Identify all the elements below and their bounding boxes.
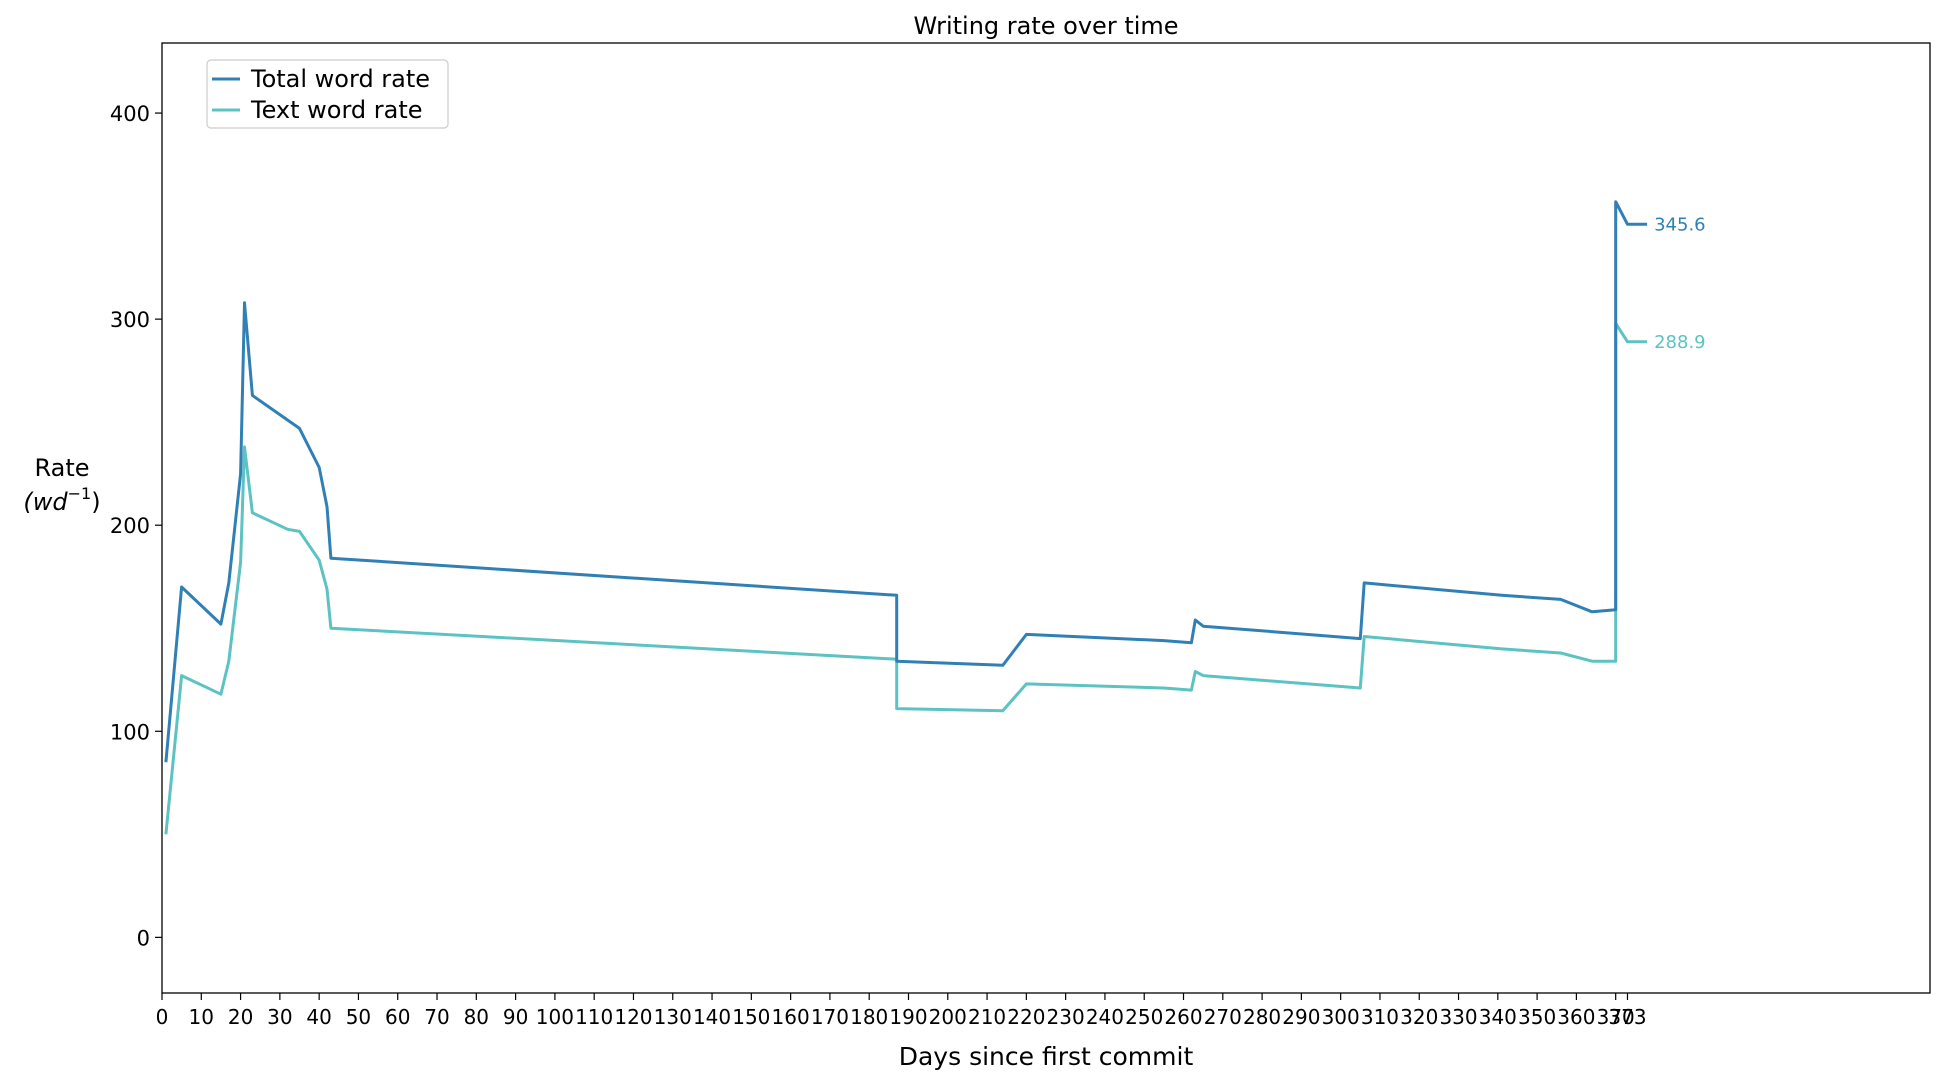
y-tick-label: 300 xyxy=(110,308,150,332)
x-tick-label: 110 xyxy=(575,1005,613,1029)
x-tick-label: 280 xyxy=(1243,1005,1281,1029)
x-tick-label: 150 xyxy=(732,1005,770,1029)
series-line-0 xyxy=(164,200,1648,763)
x-tick-label: 160 xyxy=(772,1005,810,1029)
x-tick-label: 50 xyxy=(346,1005,371,1029)
y-axis-ticks: 0 100 200 300 400 xyxy=(110,102,162,950)
x-tick-label: 70 xyxy=(424,1005,449,1029)
series-layer xyxy=(164,200,1648,835)
x-tick-label: 130 xyxy=(654,1005,692,1029)
x-tick-label: 30 xyxy=(267,1005,292,1029)
y-tick-label: 100 xyxy=(110,720,150,744)
x-tick-label: 373 xyxy=(1608,1005,1646,1029)
legend: Total word rate Text word rate xyxy=(206,59,449,129)
plot-frame xyxy=(161,42,1931,994)
x-tick-label: 300 xyxy=(1322,1005,1360,1029)
series-line-1 xyxy=(164,321,1648,835)
y-tick-label: 0 xyxy=(137,926,150,950)
x-tick-label: 290 xyxy=(1282,1005,1320,1029)
x-tick-label: 120 xyxy=(614,1005,652,1029)
x-tick-label: 0 xyxy=(156,1005,169,1029)
x-axis-label: Days since first commit xyxy=(899,1042,1194,1071)
x-tick-label: 190 xyxy=(889,1005,927,1029)
x-tick-label: 10 xyxy=(189,1005,214,1029)
series-end-label-1: 288.9 xyxy=(1654,332,1706,353)
chart-title: Writing rate over time xyxy=(913,12,1178,40)
y-axis-label-line2: (wd−1) xyxy=(23,484,100,516)
y-axis-label-close: ) xyxy=(91,488,100,516)
x-tick-label: 360 xyxy=(1557,1005,1595,1029)
x-tick-label: 220 xyxy=(1007,1005,1045,1029)
x-tick-label: 20 xyxy=(228,1005,253,1029)
x-tick-label: 330 xyxy=(1439,1005,1477,1029)
x-tick-label: 40 xyxy=(306,1005,331,1029)
x-tick-label: 170 xyxy=(811,1005,849,1029)
x-tick-label: 370 xyxy=(1597,1005,1635,1029)
x-tick-label: 60 xyxy=(385,1005,410,1029)
end-labels: 345.6 288.9 xyxy=(1654,214,1706,352)
x-tick-label: 100 xyxy=(536,1005,574,1029)
x-tick-label: 350 xyxy=(1518,1005,1556,1029)
x-tick-label: 250 xyxy=(1125,1005,1163,1029)
x-tick-label: 240 xyxy=(1086,1005,1124,1029)
y-axis-label-line1: Rate xyxy=(34,454,89,482)
y-axis-label-exponent: −1 xyxy=(68,484,92,503)
series-end-label-0: 345.6 xyxy=(1654,214,1706,235)
x-tick-label: 230 xyxy=(1047,1005,1085,1029)
x-axis-ticks: 0 10 20 30 40 50 60 70 80 90 100 110 120 130 140 150 160… xyxy=(156,993,1647,1029)
x-tick-label: 180 xyxy=(850,1005,888,1029)
x-tick-label: 90 xyxy=(503,1005,528,1029)
legend-label-text: Text word rate xyxy=(250,96,423,124)
y-axis-label-open: (wd xyxy=(23,488,68,516)
legend-box xyxy=(206,59,449,129)
x-tick-label: 310 xyxy=(1361,1005,1399,1029)
legend-label-total: Total word rate xyxy=(250,65,430,93)
x-tick-label: 260 xyxy=(1164,1005,1202,1029)
x-tick-label: 320 xyxy=(1400,1005,1438,1029)
x-tick-label: 200 xyxy=(929,1005,967,1029)
x-tick-label: 80 xyxy=(464,1005,489,1029)
y-tick-label: 400 xyxy=(110,102,150,126)
y-tick-label: 200 xyxy=(110,514,150,538)
x-tick-label: 140 xyxy=(693,1005,731,1029)
x-tick-label: 270 xyxy=(1204,1005,1242,1029)
x-tick-label: 210 xyxy=(968,1005,1006,1029)
x-tick-label: 340 xyxy=(1479,1005,1517,1029)
